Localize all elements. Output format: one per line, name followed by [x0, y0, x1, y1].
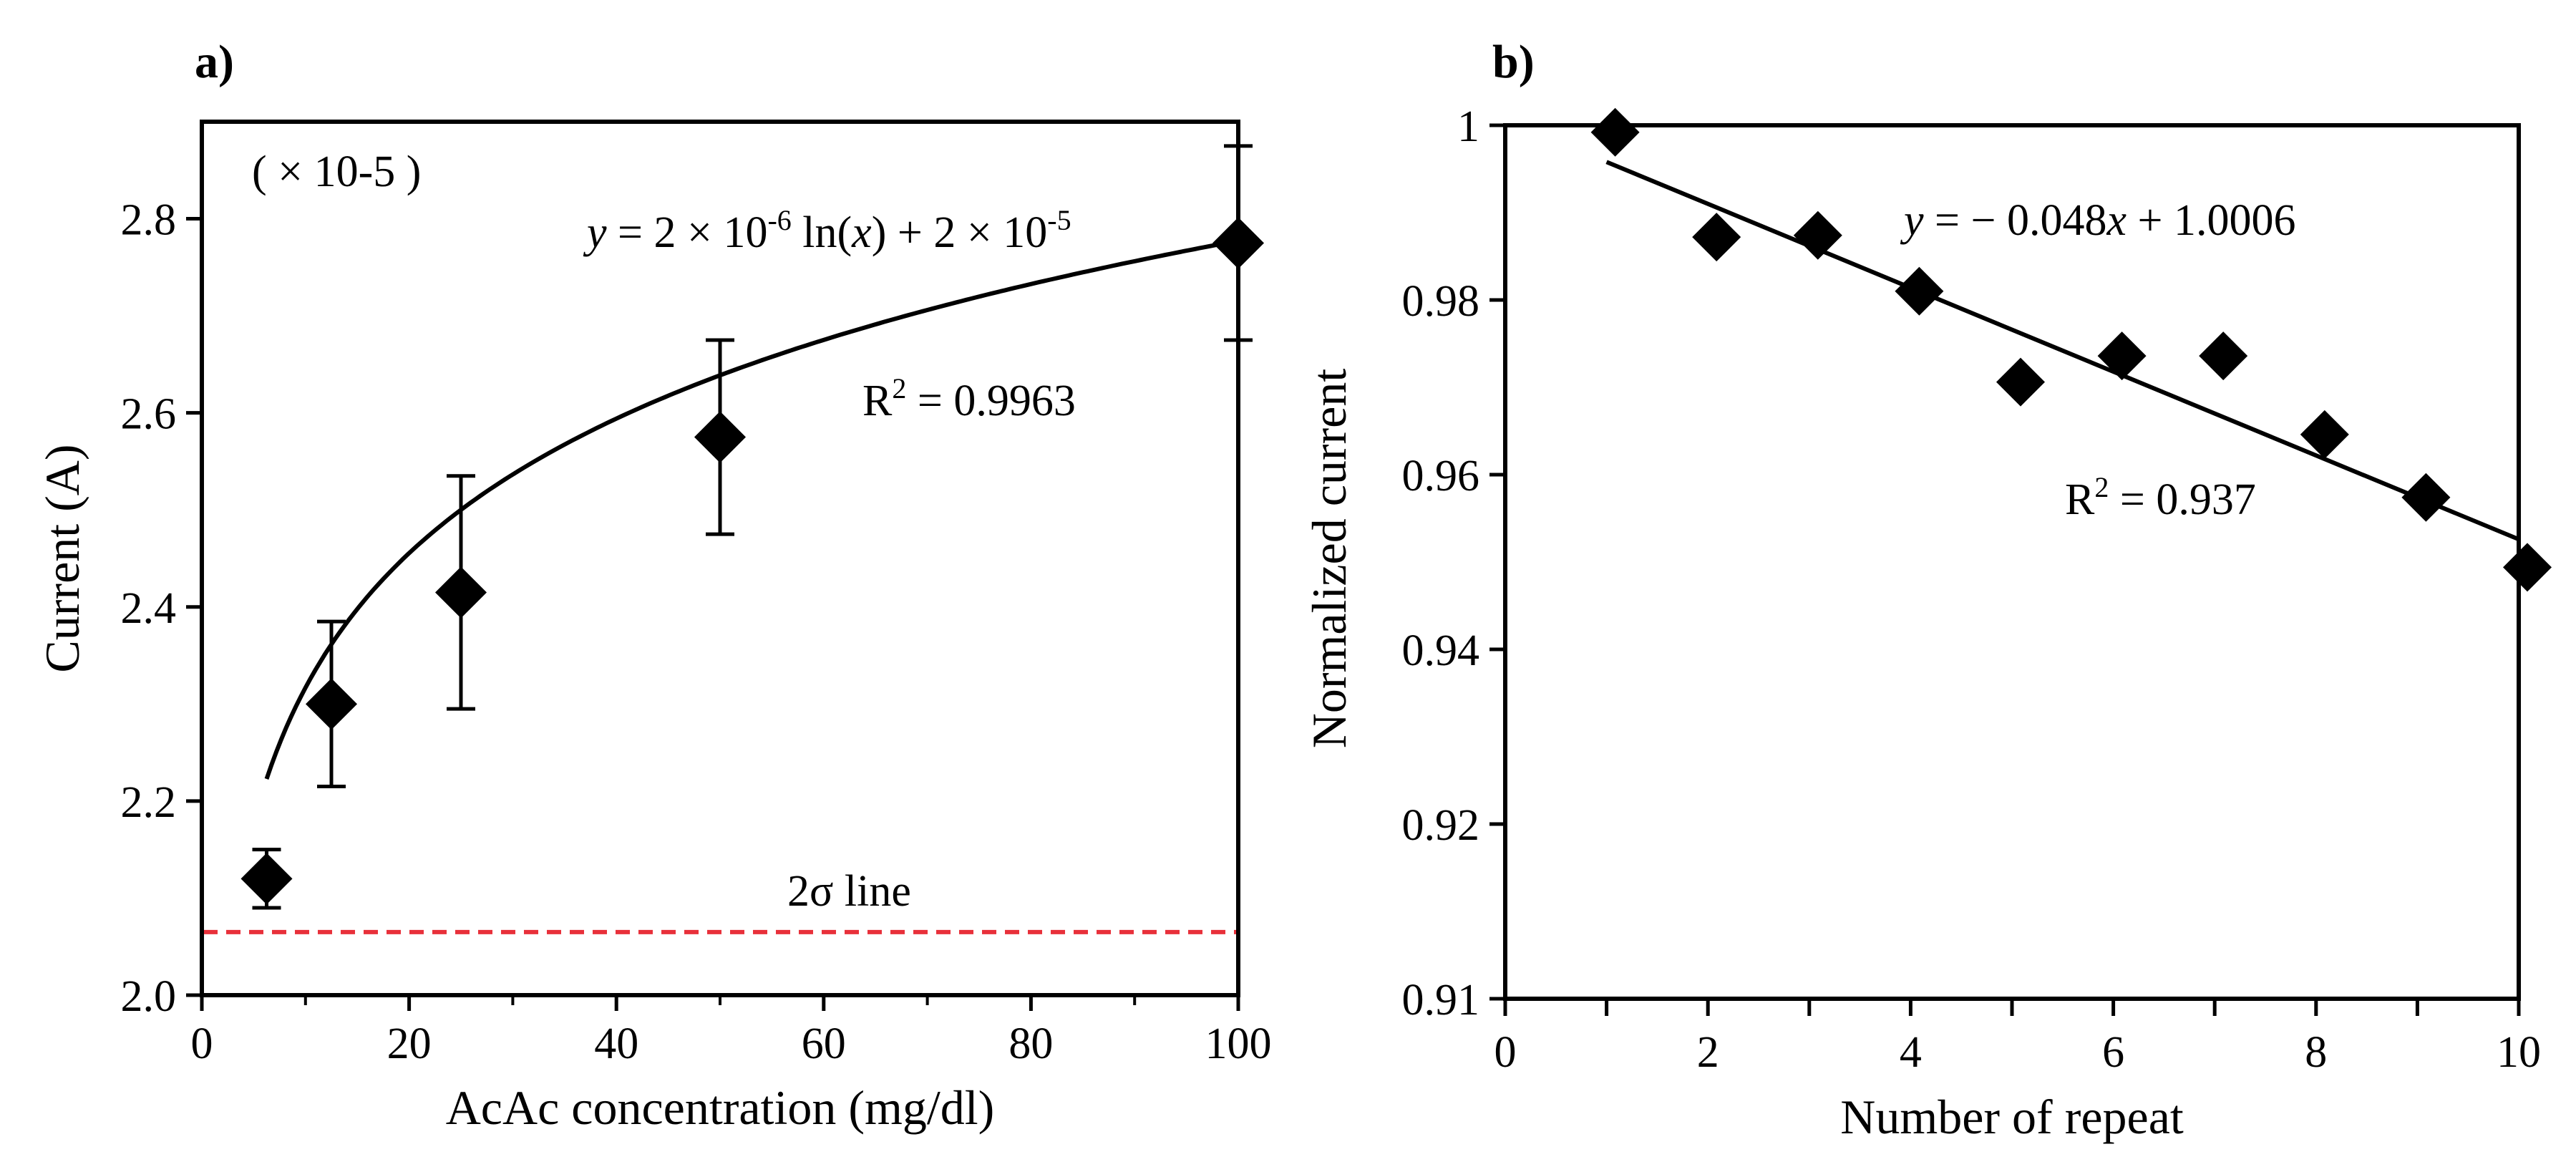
panel-b-x-tick-label: 0 [1494, 1028, 1517, 1077]
panel-a-x-tick-label: 80 [1008, 1020, 1053, 1068]
panel-b-data-point [2199, 331, 2248, 381]
panel-a-x-tick-label: 20 [387, 1020, 432, 1068]
panel-a-label: a) [195, 36, 234, 88]
panel-b-data-point [1996, 357, 2045, 407]
panel-b: b) 0 2 4 6 8 10 0.91 0.92 0.94 0.96 0.98 1 y = − 0… [1302, 36, 2552, 1144]
panel-b-data-point [1692, 213, 1741, 262]
panel-a-y-tick-label: 2.4 [121, 584, 177, 633]
panel-b-x-tick-label: 10 [2497, 1028, 2541, 1077]
panel-b-x-tick-label: 6 [2102, 1028, 2124, 1077]
panel-a-r-squared: R2 = 0.9963 [862, 372, 1076, 425]
panel-b-data-point [1590, 107, 1640, 157]
panel-b-y-tick-label: 0.94 [1402, 626, 1480, 675]
panel-b-y-axis-title: Normalized current [1302, 369, 1356, 749]
panel-a-y-tick-label: 2.2 [121, 778, 177, 827]
panel-a-data-point [694, 411, 746, 463]
panel-b-fit-line [1605, 160, 2520, 542]
panel-a-data-point [306, 678, 357, 730]
panel-b-x-tick-label: 4 [1900, 1028, 1922, 1077]
panel-a-x-tick-label: 100 [1205, 1020, 1272, 1068]
panel-a-y-tick-label: 2.6 [121, 390, 177, 439]
panel-b-r-squared: R2 = 0.937 [2065, 471, 2256, 524]
panel-a-fit-curve [264, 238, 1239, 780]
panel-b-y-tick-label: 0.92 [1402, 801, 1480, 850]
panel-a-x-axis-title: AcAc concentration (mg/dl) [446, 1080, 995, 1135]
panel-a-scale-note: ( × 10-5 ) [252, 147, 421, 196]
panel-a: a) 0 20 40 60 80 100 2.0 2.2 2.4 2.6 2.8 ( × 10-5… [35, 36, 1272, 1135]
panel-a-data-point [435, 566, 487, 619]
panel-a-y-tick-label: 2.8 [121, 196, 177, 245]
panel-a-y-axis-title: Current (A) [35, 444, 89, 672]
panel-b-data-point [2503, 543, 2552, 592]
panel-a-x-tick-label: 0 [191, 1020, 213, 1068]
panel-b-x-tick-label: 8 [2305, 1028, 2327, 1077]
panel-b-x-axis-title: Number of repeat [1840, 1090, 2184, 1144]
panel-b-data-point [2097, 331, 2147, 381]
panel-b-fit-equation: y = − 0.048x + 1.0006 [1900, 196, 2295, 245]
panel-b-data-point [2401, 473, 2451, 522]
panel-a-fit-equation: y = 2 × 10-6 ln(x) + 2 × 10-5 [583, 204, 1071, 257]
panel-b-y-tick-label: 0.96 [1402, 452, 1480, 500]
panel-b-label: b) [1492, 36, 1535, 88]
panel-b-data-point [2300, 410, 2349, 459]
panel-a-x-tick-label: 40 [594, 1020, 638, 1068]
panel-a-2sigma-label: 2σ line [787, 867, 911, 916]
panel-b-y-tick-label: 0.98 [1402, 277, 1480, 326]
panel-b-y-tick-label: 0.91 [1402, 976, 1480, 1025]
panel-a-data-point [240, 853, 293, 905]
panel-a-y-tick-label: 2.0 [121, 972, 177, 1021]
panel-a-x-tick-label: 60 [802, 1020, 846, 1068]
panel-b-data-point [1793, 210, 1842, 260]
panel-b-y-tick-label: 1 [1457, 102, 1479, 151]
panel-b-data-point [1895, 266, 1944, 316]
panel-b-x-tick-label: 2 [1697, 1028, 1719, 1077]
panel-b-plot-frame [1503, 123, 2521, 1001]
